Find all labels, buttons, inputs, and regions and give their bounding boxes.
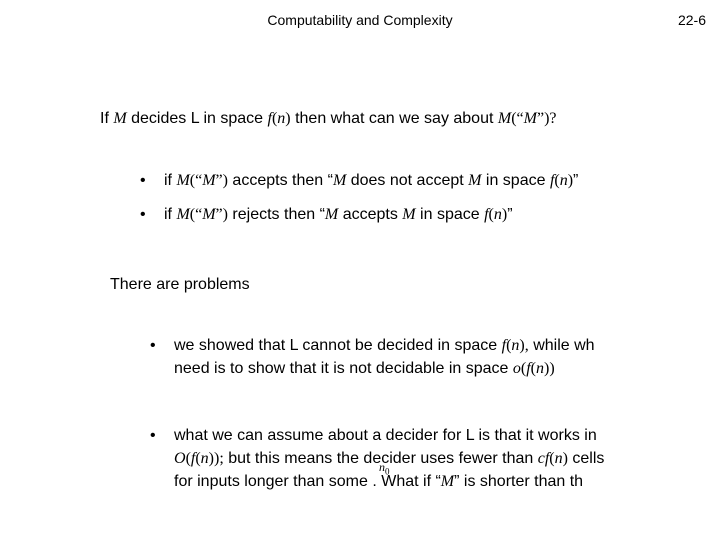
bullet-1: •if M(“M”) accepts then “M does not acce… <box>140 172 720 190</box>
var-L: L <box>290 337 298 354</box>
text: for inputs longer than some . What if “ <box>174 473 441 490</box>
text: if <box>164 206 176 223</box>
var-L: L <box>466 427 474 444</box>
paren: ) <box>549 360 554 377</box>
text: (“ <box>190 172 202 189</box>
big-O: O <box>174 450 186 467</box>
var-n: n <box>536 360 544 377</box>
var-M: M <box>524 110 537 127</box>
text: ”) <box>216 172 228 189</box>
n-zero: n0 <box>379 460 390 476</box>
paren: ), <box>519 337 528 354</box>
text: in space <box>199 110 267 127</box>
text: does not accept <box>346 172 468 189</box>
var-cf: cf <box>538 450 550 467</box>
problem-bullet-2: •what we can assume about a decider for … <box>150 424 720 494</box>
text: ” <box>507 206 512 223</box>
var-M: M <box>325 206 338 223</box>
little-o: o <box>513 360 521 377</box>
var-n: n <box>494 206 502 223</box>
text: cells <box>568 450 604 467</box>
text: need is to show that it is not decidable… <box>174 360 513 377</box>
text: then what can we say about <box>291 110 498 127</box>
text: decides <box>127 110 191 127</box>
text: accepts then “ <box>228 172 333 189</box>
slide: Computability and Complexity 22-6 If M d… <box>0 0 720 540</box>
var-M: M <box>113 110 126 127</box>
text: if <box>164 172 176 189</box>
problem-bullet-1: •we showed that L cannot be decided in s… <box>150 334 720 380</box>
var-M: M <box>498 110 511 127</box>
text: ” <box>573 172 578 189</box>
text: rejects then “ <box>228 206 325 223</box>
text: ”) <box>216 206 228 223</box>
var-M: M <box>202 172 215 189</box>
paren: ); <box>214 450 224 467</box>
var-M: M <box>402 206 415 223</box>
statement-line: If M decides L in space f(n) then what c… <box>100 110 720 128</box>
var-M: M <box>468 172 481 189</box>
page-number: 22-6 <box>678 12 706 28</box>
var-M: M <box>176 172 189 189</box>
header-title: Computability and Complexity <box>0 12 720 28</box>
text: is that it works in <box>474 427 597 444</box>
text: what we can assume about a decider for <box>174 427 466 444</box>
bullet-2: •if M(“M”) rejects then “M accepts M in … <box>140 206 720 224</box>
text: ”)? <box>537 110 557 127</box>
var-M: M <box>202 206 215 223</box>
text: in space <box>481 172 549 189</box>
text: (“ <box>190 206 202 223</box>
bullet-icon: • <box>150 334 174 357</box>
bullet-icon: • <box>150 424 174 447</box>
text: accepts <box>338 206 402 223</box>
var-n: n <box>555 450 563 467</box>
var-M: M <box>441 473 454 490</box>
var-L: L <box>191 110 199 127</box>
var-M: M <box>333 172 346 189</box>
var-M: M <box>176 206 189 223</box>
bullet-icon: • <box>140 206 164 224</box>
bullet-icon: • <box>140 172 164 190</box>
text: cannot be decided in space <box>298 337 502 354</box>
var-n: n <box>560 172 568 189</box>
text: ” is shorter than th <box>454 473 583 490</box>
text: we showed that <box>174 337 290 354</box>
sub-zero: 0 <box>385 466 390 476</box>
text: If <box>100 110 113 127</box>
text: (“ <box>511 110 523 127</box>
text: in space <box>416 206 484 223</box>
text: while wh <box>529 337 595 354</box>
var-n: n <box>201 450 209 467</box>
problems-heading: There are problems <box>110 276 250 294</box>
